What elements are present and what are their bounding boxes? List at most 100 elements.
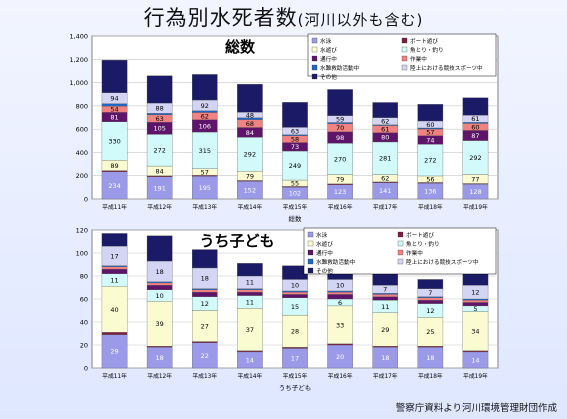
data-label: 17 [291,355,299,363]
data-label: 33 [336,321,344,329]
data-label: 11 [246,298,254,306]
data-label: 57 [201,168,209,176]
data-label: 79 [246,172,254,180]
data-label: 81 [110,113,118,121]
bar-segment [372,346,399,348]
data-label: 18 [201,275,209,283]
data-label: 94 [110,95,118,103]
x-tick-label: 平成12年 [147,372,172,380]
data-label: 10 [291,282,299,290]
bar-segment [101,332,128,335]
bar-segment [417,346,444,348]
bar-segment [462,300,489,303]
x-tick-label: 平成17年 [373,372,398,380]
bar-segment [327,294,353,300]
data-label: 80 [381,134,389,142]
data-label: 11 [110,276,118,284]
title-subtitle: (河川以外も含む) [297,11,424,29]
legend-label: 作業中 [406,249,423,257]
data-label: 17 [110,252,118,260]
bar-segment [101,121,128,161]
data-label: 272 [153,147,165,155]
data-label: 11 [381,303,389,311]
bar-segment [191,74,218,101]
x-tick-label: 平成13年 [192,203,217,211]
bar-segment [372,312,399,347]
data-label: 25 [426,328,434,336]
x-tick-label: 平成17年 [373,203,398,211]
data-label: 28 [291,328,299,336]
bar-segment [237,288,263,290]
data-label: 37 [246,326,254,334]
legend-swatch [311,46,318,53]
bar-segment [237,289,263,293]
bar-segment [417,300,444,304]
y-tick-label: 1,400 [69,33,88,41]
x-tick-label: 平成12年 [147,203,172,211]
data-label: 11 [246,279,254,287]
bar-segment [372,294,399,297]
chart-total-drownings: 0 200 400 600 800 1,000 1,200 1,400 234 89 330 8154… [69,33,499,222]
data-label: 40 [110,306,118,314]
x-tick-label: 平成16年 [328,372,353,380]
bar-segment [462,298,489,301]
bar-segment [101,268,128,274]
legend-label: ボート遊び [410,37,438,45]
data-label: 55 [291,180,299,188]
legend-swatch [401,64,408,71]
bar-segment [146,301,173,347]
bar-segment [462,273,489,286]
data-label: 57 [426,129,434,137]
data-label: 88 [156,105,164,113]
bar-segment [101,233,128,247]
bar-segment [462,311,489,351]
data-label: 63 [156,115,164,123]
data-label: 18 [381,354,389,362]
data-label: 61 [381,125,389,133]
legend-label: 陸上における競技スポーツ中 [410,64,483,72]
data-label: 141 [379,187,391,195]
data-label: 7 [428,289,432,297]
bar-segment [191,249,218,269]
bar-segment [327,143,353,175]
bar-segment [282,150,308,181]
y-tick-label: 100 [76,250,88,258]
x-tick-label: 平成13年 [192,372,217,380]
bar-segment [237,291,263,296]
data-label: 56 [426,176,434,184]
data-label: 79 [336,176,344,184]
x-tick-label: 平成14年 [237,372,262,380]
bar-segment [237,263,263,277]
bar-segment [237,350,263,353]
bar-segment [372,296,399,301]
x-tick-label: 平成15年 [283,203,308,211]
data-label: 39 [156,320,164,328]
y-tick-label: 200 [76,172,88,180]
data-label: 29 [110,348,118,356]
data-label: 292 [244,151,256,159]
data-label: 84 [156,167,164,175]
data-label: 60 [471,123,479,131]
data-label: 61 [471,115,479,123]
legend-swatch [311,55,318,62]
data-label: 92 [201,102,209,110]
bar-segment [191,131,218,169]
y-tick-label: 80 [80,273,88,281]
bar-segment [462,140,489,175]
chart-title: 総数 [225,38,256,56]
data-label: 136 [424,187,436,195]
bar-segment [327,343,353,346]
data-label: 6 [338,299,342,307]
bar-segment [282,290,308,293]
bar-segment [146,235,173,262]
bar-segment [327,290,353,293]
data-label: 63 [291,127,299,135]
data-label: 105 [153,125,165,133]
data-label: 62 [381,175,389,183]
data-label: 73 [291,143,299,151]
chart-title: うち子ども [199,232,274,250]
legend-swatch [311,64,318,71]
data-label: 18 [426,354,434,362]
y-tick-label: 0 [84,365,88,373]
x-tick-label: 平成18年 [418,203,443,211]
